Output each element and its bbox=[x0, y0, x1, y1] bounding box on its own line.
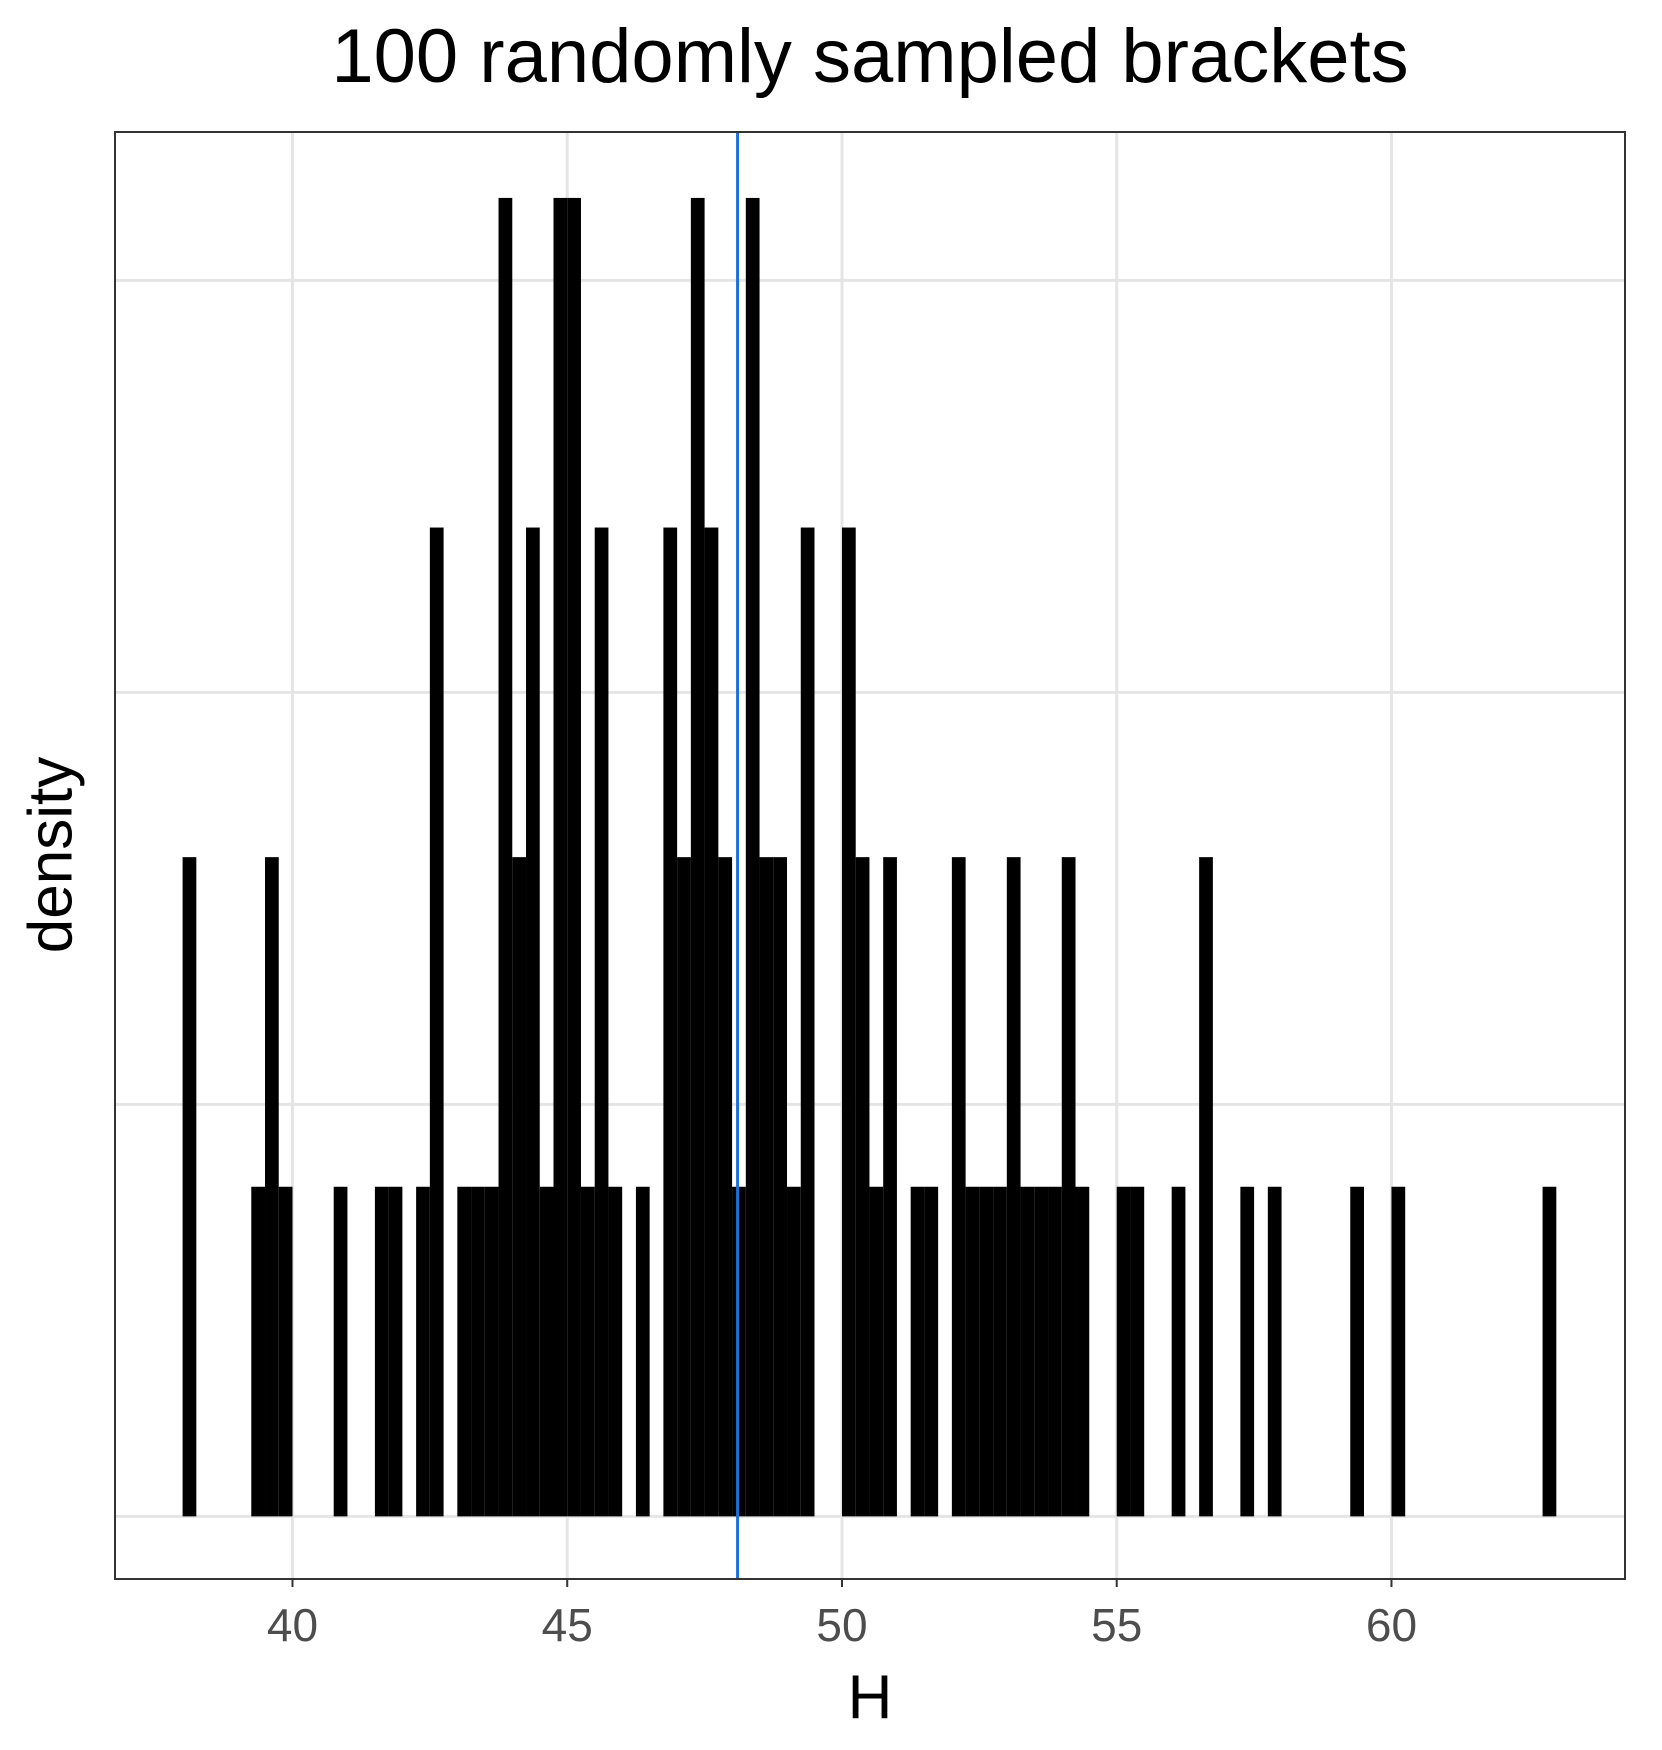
plot-area bbox=[114, 131, 1626, 1580]
bar bbox=[773, 857, 788, 1517]
bar bbox=[855, 857, 870, 1517]
bar bbox=[745, 197, 760, 1517]
bar bbox=[635, 1186, 650, 1517]
bar bbox=[374, 1186, 389, 1517]
bar bbox=[457, 1186, 472, 1517]
bar bbox=[388, 1186, 403, 1517]
bar bbox=[1020, 1186, 1035, 1517]
bar bbox=[594, 527, 609, 1517]
bar bbox=[704, 527, 719, 1517]
bar bbox=[690, 197, 705, 1517]
bar bbox=[1130, 1186, 1145, 1517]
bar bbox=[553, 197, 568, 1517]
bar bbox=[333, 1186, 348, 1517]
bar bbox=[471, 1186, 485, 1517]
bar bbox=[1116, 1186, 1131, 1517]
x-tick-label: 50 bbox=[816, 1599, 867, 1651]
panel-border bbox=[114, 131, 1626, 1580]
bar bbox=[979, 1186, 994, 1517]
bar bbox=[1171, 1186, 1186, 1517]
bar bbox=[1267, 1186, 1282, 1517]
bar bbox=[787, 1186, 801, 1517]
bar bbox=[1391, 1186, 1406, 1517]
bar bbox=[265, 857, 279, 1517]
bar bbox=[1061, 857, 1076, 1517]
bar bbox=[1075, 1186, 1090, 1517]
x-tick-label: 40 bbox=[267, 1599, 318, 1651]
bar bbox=[1350, 1186, 1364, 1517]
bar bbox=[1034, 1186, 1049, 1517]
bar bbox=[965, 1186, 980, 1517]
bar bbox=[759, 857, 774, 1517]
bar bbox=[416, 1186, 430, 1517]
bar bbox=[800, 527, 815, 1517]
x-axis-label: H bbox=[848, 1663, 893, 1732]
bar bbox=[910, 1186, 925, 1517]
y-axis-label: density bbox=[16, 757, 85, 953]
x-tick-label: 60 bbox=[1366, 1599, 1417, 1651]
bar bbox=[663, 527, 678, 1517]
bar bbox=[251, 1186, 266, 1517]
bar bbox=[677, 857, 691, 1517]
x-tick-label: 45 bbox=[542, 1599, 593, 1651]
x-tick-label: 55 bbox=[1091, 1599, 1142, 1651]
bar bbox=[512, 857, 527, 1517]
bar bbox=[526, 527, 540, 1517]
bar bbox=[1048, 1186, 1062, 1517]
bar bbox=[484, 1186, 499, 1517]
bar bbox=[869, 1186, 884, 1517]
bar bbox=[580, 1186, 595, 1517]
bar bbox=[1542, 1186, 1557, 1517]
bar bbox=[429, 527, 444, 1517]
bar bbox=[924, 1186, 939, 1517]
bar bbox=[608, 1186, 623, 1517]
bar bbox=[498, 197, 513, 1517]
bar bbox=[718, 857, 733, 1517]
bar bbox=[993, 1186, 1007, 1517]
bar bbox=[841, 527, 856, 1517]
bar bbox=[951, 857, 966, 1517]
bar bbox=[883, 857, 897, 1517]
bar bbox=[1006, 857, 1021, 1517]
bar bbox=[1240, 1186, 1255, 1517]
bar bbox=[567, 197, 581, 1517]
bar bbox=[539, 1186, 554, 1517]
bar bbox=[278, 1186, 293, 1517]
bar bbox=[182, 857, 197, 1517]
bar bbox=[1199, 857, 1213, 1517]
chart-title: 100 randomly sampled brackets bbox=[331, 14, 1408, 99]
